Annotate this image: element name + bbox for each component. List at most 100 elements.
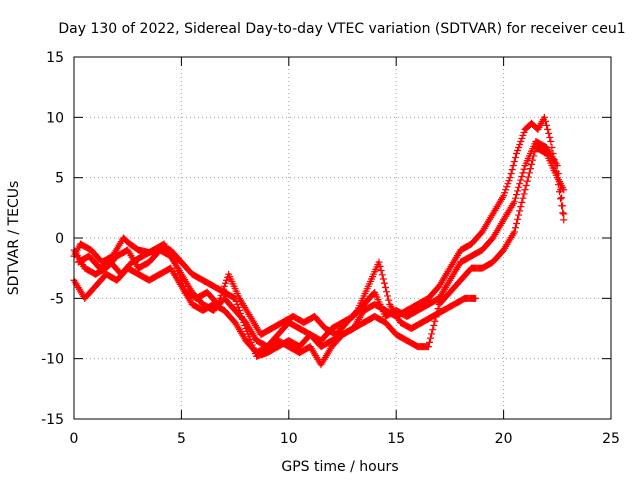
x-tick-label: 25 <box>602 431 620 447</box>
data-point <box>531 148 539 156</box>
data-point <box>177 276 185 284</box>
data-point <box>174 267 182 275</box>
data-point <box>472 294 480 302</box>
data-point <box>221 279 229 287</box>
data-point <box>558 194 566 202</box>
data-point <box>547 137 555 145</box>
data-point <box>500 192 508 200</box>
data-point <box>506 174 514 182</box>
y-tick-label: 5 <box>55 171 64 187</box>
data-point <box>511 224 519 232</box>
data-point <box>529 156 537 164</box>
data-point <box>526 165 534 173</box>
data-point <box>501 189 509 197</box>
data-point <box>376 262 384 270</box>
data-point <box>512 150 520 158</box>
data-point <box>553 174 561 182</box>
data-point <box>220 282 228 290</box>
data-point <box>515 144 523 151</box>
data-point <box>383 288 391 296</box>
data-point <box>217 291 225 299</box>
data-point <box>545 129 553 137</box>
data-point <box>510 158 518 166</box>
data-point <box>176 273 184 281</box>
data-point <box>512 220 520 228</box>
data-point <box>525 169 533 177</box>
data-point <box>519 194 527 202</box>
data-point <box>528 160 536 168</box>
y-tick-label: 0 <box>55 231 64 247</box>
data-point <box>558 202 566 210</box>
data-point <box>514 187 522 195</box>
data-point <box>517 176 525 184</box>
x-axis-label: GPS time / hours <box>281 459 398 475</box>
data-point <box>555 178 563 186</box>
x-tick-label: 15 <box>387 431 405 447</box>
x-tick-label: 5 <box>177 431 186 447</box>
data-point <box>430 321 438 329</box>
data-point <box>518 134 526 142</box>
series-track-3 <box>70 144 568 369</box>
data-point <box>515 211 523 219</box>
data-point <box>518 198 526 206</box>
data-point <box>429 326 437 334</box>
y-tick-label: -5 <box>50 291 64 307</box>
data-point <box>428 330 436 338</box>
data-point <box>555 188 563 196</box>
data-point <box>375 258 383 266</box>
data-point <box>381 283 389 291</box>
data-point <box>431 317 439 325</box>
data-point <box>516 180 524 188</box>
data-point <box>379 275 387 283</box>
data-point <box>178 279 186 287</box>
data-point <box>377 267 385 275</box>
data-point <box>230 294 238 302</box>
y-tick-label: -15 <box>41 412 64 428</box>
data-point <box>514 215 522 223</box>
y-tick-label: 10 <box>46 110 64 126</box>
data-point <box>522 182 530 190</box>
data-point <box>232 297 240 305</box>
data-point <box>385 296 393 304</box>
data-point <box>530 152 538 160</box>
axis-ticks: 0 5 10 15 20 25 -15 -10 -5 0 5 10 15 <box>41 50 620 447</box>
data-point <box>507 170 515 178</box>
data-point <box>180 282 188 290</box>
x-tick-label: 20 <box>495 431 513 447</box>
data-point <box>559 209 567 217</box>
data-point <box>523 177 531 185</box>
data-point <box>502 186 510 194</box>
data-point <box>517 137 525 145</box>
data-point <box>504 180 512 188</box>
data-point <box>518 172 526 180</box>
data-point <box>511 194 519 202</box>
data-point <box>171 258 179 266</box>
x-tick-label: 0 <box>70 431 79 447</box>
data-point <box>509 162 517 170</box>
data-point <box>541 117 549 125</box>
data-point <box>557 195 565 203</box>
data-point <box>218 288 226 296</box>
data-point <box>512 191 520 199</box>
data-point <box>516 207 524 215</box>
data-point <box>380 279 388 287</box>
data-point <box>223 276 231 284</box>
data-point <box>508 166 516 174</box>
data-point <box>378 271 386 279</box>
data-points <box>70 113 568 369</box>
data-point <box>384 292 392 300</box>
data-point <box>503 183 511 191</box>
data-point <box>524 173 532 181</box>
data-point <box>543 121 551 129</box>
chart-title: Day 130 of 2022, Sidereal Day-to-day VTE… <box>58 21 625 37</box>
data-point <box>175 270 183 278</box>
data-point <box>215 297 223 305</box>
data-point <box>521 186 529 194</box>
data-point <box>514 147 522 155</box>
grid <box>74 57 611 419</box>
data-point <box>234 303 242 311</box>
data-point <box>510 198 518 206</box>
data-point <box>519 169 527 177</box>
series-track-4 <box>74 240 480 339</box>
